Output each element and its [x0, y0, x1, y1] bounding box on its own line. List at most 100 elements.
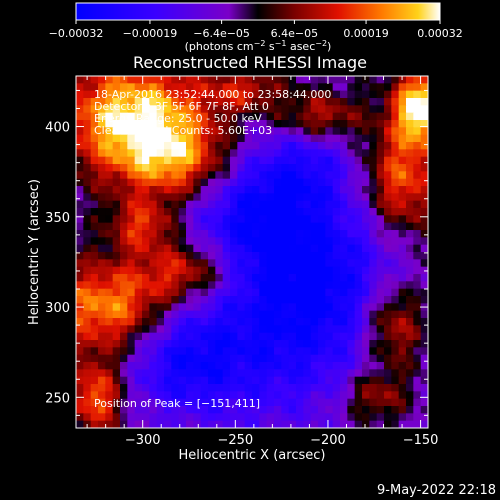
- heatmap-cell: [244, 288, 253, 297]
- heatmap-cell: [252, 193, 260, 202]
- heatmap-cell: [244, 134, 253, 143]
- heatmap-cell: [281, 296, 290, 304]
- heatmap-cell: [354, 98, 363, 106]
- heatmap-cell: [318, 310, 326, 319]
- heatmap-cell: [318, 259, 326, 268]
- heatmap-cell: [142, 413, 150, 422]
- heatmap-cell: [98, 420, 106, 428]
- heatmap-cell: [149, 186, 158, 194]
- heatmap-cell: [127, 340, 136, 348]
- heatmap-cell: [369, 325, 378, 334]
- heatmap-cell: [98, 391, 106, 400]
- heatmap-cell: [325, 325, 334, 334]
- colorbar-units: (photons cm−2 s−1 asec−2): [185, 39, 332, 53]
- heatmap-cell: [420, 406, 428, 414]
- heatmap-cell: [120, 310, 128, 319]
- heatmap-cell: [369, 200, 378, 209]
- heatmap-cell: [186, 105, 194, 114]
- heatmap-cell: [76, 318, 84, 326]
- heatmap-cell: [83, 288, 92, 297]
- heatmap-cell: [244, 127, 253, 136]
- heatmap-cell: [156, 90, 165, 99]
- heatmap-cell: [252, 134, 260, 143]
- heatmap-cell: [332, 193, 341, 202]
- heatmap-cell: [369, 237, 378, 246]
- heatmap-cell: [222, 83, 231, 92]
- heatmap-cell: [340, 347, 348, 356]
- heatmap-cell: [266, 112, 275, 121]
- heatmap-cell: [413, 274, 422, 282]
- heatmap-cell: [413, 230, 422, 238]
- heatmap-cell: [325, 406, 334, 414]
- heatmap-cell: [384, 171, 392, 180]
- heatmap-cell: [215, 134, 224, 143]
- heatmap-cell: [296, 90, 304, 99]
- heatmap-cell: [325, 252, 334, 260]
- heatmap-cell: [281, 288, 290, 297]
- heatmap-cell: [237, 134, 246, 143]
- heatmap-cell: [244, 149, 253, 158]
- heatmap-cell: [274, 83, 282, 92]
- heatmap-cell: [193, 186, 202, 194]
- heatmap-cell: [222, 112, 231, 121]
- heatmap-cell: [332, 281, 341, 290]
- heatmap-cell: [303, 142, 312, 150]
- heatmap-cell: [156, 369, 165, 378]
- heatmap-cell: [76, 398, 84, 407]
- heatmap-cell: [83, 340, 92, 348]
- heatmap-cell: [391, 171, 400, 180]
- heatmap-cell: [193, 149, 202, 158]
- heatmap-cell: [376, 406, 385, 414]
- heatmap-cell: [149, 332, 158, 341]
- heatmap-cell: [325, 274, 334, 282]
- heatmap-cell: [127, 281, 136, 290]
- heatmap-cell: [252, 252, 260, 260]
- heatmap-cell: [120, 340, 128, 348]
- heatmap-cell: [347, 252, 356, 260]
- heatmap-cell: [98, 244, 106, 253]
- heatmap-cell: [310, 156, 319, 165]
- heatmap-cell: [222, 354, 231, 363]
- heatmap-cell: [325, 127, 334, 136]
- heatmap-cell: [208, 186, 216, 194]
- heatmap-cell: [193, 142, 202, 150]
- heatmap-cell: [384, 296, 392, 304]
- heatmap-cell: [237, 310, 246, 319]
- heatmap-cell: [200, 244, 209, 253]
- heatmap-cell: [369, 149, 378, 158]
- heatmap-cell: [310, 193, 319, 202]
- heatmap-cell: [325, 384, 334, 392]
- heatmap-cell: [171, 266, 180, 275]
- heatmap-cell: [90, 347, 99, 356]
- heatmap-cell: [90, 398, 99, 407]
- heatmap-cell: [318, 354, 326, 363]
- heatmap-cell: [200, 274, 209, 282]
- heatmap-cell: [244, 325, 253, 334]
- heatmap-cell: [310, 310, 319, 319]
- heatmap-cell: [156, 98, 165, 106]
- heatmap-cell: [134, 156, 143, 165]
- heatmap-cell: [156, 186, 165, 194]
- heatmap-cell: [98, 266, 106, 275]
- heatmap-cell: [171, 384, 180, 392]
- heatmap-cell: [178, 164, 187, 172]
- heatmap-cell: [296, 362, 304, 370]
- heatmap-cell: [90, 259, 99, 268]
- heatmap-cell: [83, 266, 92, 275]
- heatmap-cell: [237, 149, 246, 158]
- heatmap-cell: [413, 98, 422, 106]
- heatmap-cell: [369, 266, 378, 275]
- heatmap-cell: [288, 413, 297, 422]
- heatmap-cell: [164, 406, 172, 414]
- heatmap-cell: [398, 134, 407, 143]
- heatmap-cell: [149, 127, 158, 136]
- heatmap-cell: [142, 340, 150, 348]
- heatmap-cell: [406, 384, 414, 392]
- heatmap-cell: [186, 347, 194, 356]
- heatmap-cell: [310, 90, 319, 99]
- heatmap-cell: [354, 134, 363, 143]
- heatmap-cell: [310, 149, 319, 158]
- heatmap-cell: [384, 332, 392, 341]
- heatmap-cell: [391, 310, 400, 319]
- heatmap-cell: [244, 259, 253, 268]
